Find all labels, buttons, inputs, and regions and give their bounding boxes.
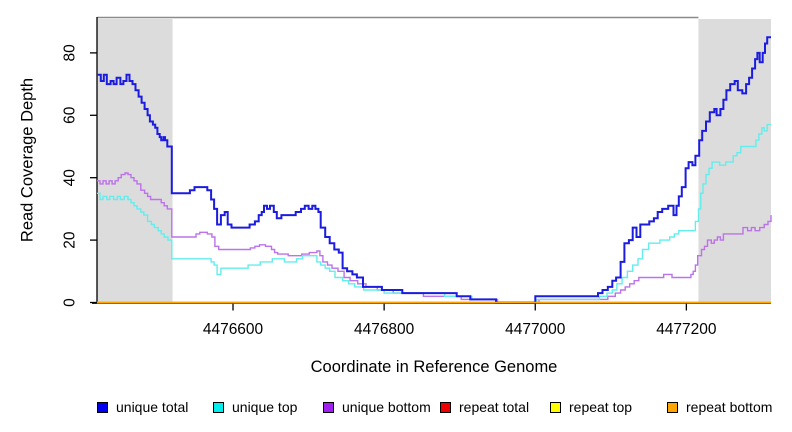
shaded-region: [97, 19, 173, 303]
legend-swatch-repeat-bottom: [667, 401, 678, 413]
legend-swatch-repeat-top: [550, 401, 561, 413]
legend-item-unique-bottom: unique bottom: [323, 399, 431, 415]
y-tick-label: 0: [62, 298, 79, 307]
legend-item-unique-top: unique top: [213, 399, 297, 415]
x-tick-label: 4476600: [203, 321, 264, 338]
y-tick-label: 20: [62, 231, 79, 249]
series-unique-top: [97, 123, 771, 304]
legend-item-repeat-bottom: repeat bottom: [667, 399, 772, 415]
legend-swatch-unique-total: [97, 401, 108, 413]
series-unique-bottom: [97, 172, 772, 304]
legend-item-repeat-total: repeat total: [440, 399, 529, 415]
legend-label: repeat top: [569, 399, 633, 415]
legend-label: repeat bottom: [686, 399, 773, 415]
legend-label: unique top: [232, 399, 298, 415]
shaded-region: [698, 19, 771, 303]
legend-item-repeat-top: repeat top: [550, 399, 632, 415]
legend-swatch-unique-top: [213, 401, 224, 413]
legend-swatch-repeat-total: [440, 401, 451, 413]
legend-item-unique-total: unique total: [97, 399, 188, 415]
y-tick-label: 80: [62, 44, 79, 62]
x-tick-label: 4477200: [656, 321, 717, 338]
legend-swatch-unique-bottom: [323, 401, 334, 413]
legend-label: unique total: [116, 399, 189, 415]
y-tick-label: 40: [62, 169, 79, 187]
x-axis-title: Coordinate in Reference Genome: [310, 358, 558, 376]
legend-label: repeat total: [459, 399, 530, 415]
legend-label: unique bottom: [342, 399, 431, 415]
y-tick-label: 60: [62, 106, 79, 124]
series-unique-total: [97, 36, 771, 304]
x-tick-label: 4476800: [354, 321, 415, 338]
x-tick-label: 4477000: [505, 321, 566, 338]
